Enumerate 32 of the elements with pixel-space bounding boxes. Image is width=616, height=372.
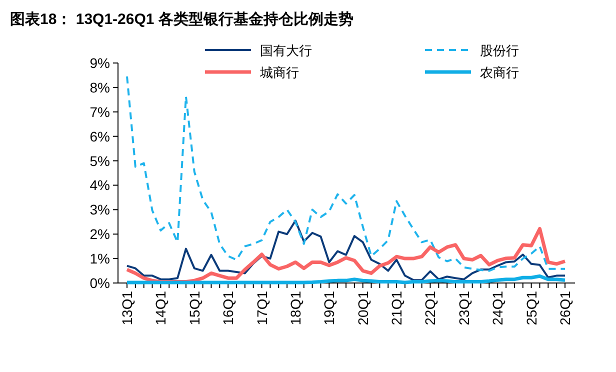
x-tick-label: 17Q1 <box>254 290 270 326</box>
x-tick-label: 25Q1 <box>523 290 540 326</box>
x-tick-label: 23Q1 <box>456 290 472 326</box>
x-tick-label: 26Q1 <box>557 290 573 326</box>
y-tick-label: 2% <box>90 226 110 242</box>
x-tick-label: 13Q1 <box>119 290 135 326</box>
legend-label: 农商行 <box>480 65 519 80</box>
x-tick-label: 22Q1 <box>422 290 438 326</box>
legend-label: 城商行 <box>259 65 299 80</box>
x-tick-label: 24Q1 <box>490 290 506 326</box>
x-tick-label: 18Q1 <box>287 290 304 326</box>
legend-label: 股份行 <box>480 43 519 58</box>
x-tick-label: 20Q1 <box>354 290 371 326</box>
y-tick-label: 0% <box>90 275 110 291</box>
line-series <box>125 226 567 284</box>
y-tick-label: 1% <box>90 250 110 267</box>
y-tick-label: 6% <box>90 128 110 144</box>
y-tick-label: 7% <box>90 104 110 120</box>
line-series <box>126 220 566 282</box>
legend-label: 国有大行 <box>260 43 312 58</box>
y-tick-label: 8% <box>90 79 110 96</box>
y-tick-label: 9% <box>90 55 110 71</box>
y-tick-label: 5% <box>90 152 110 169</box>
x-tick-label: 16Q1 <box>220 290 236 326</box>
y-tick-label: 4% <box>90 177 110 194</box>
x-tick-label: 21Q1 <box>388 290 405 326</box>
y-tick-label: 3% <box>90 202 110 218</box>
x-tick-label: 14Q1 <box>152 290 169 326</box>
chart-title: 图表18： 13Q1-26Q1 各类型银行基金持仓比例走势 <box>10 11 354 28</box>
x-tick-label: 19Q1 <box>321 290 338 326</box>
x-tick-label: 15Q1 <box>186 290 202 326</box>
line-series <box>125 274 567 284</box>
